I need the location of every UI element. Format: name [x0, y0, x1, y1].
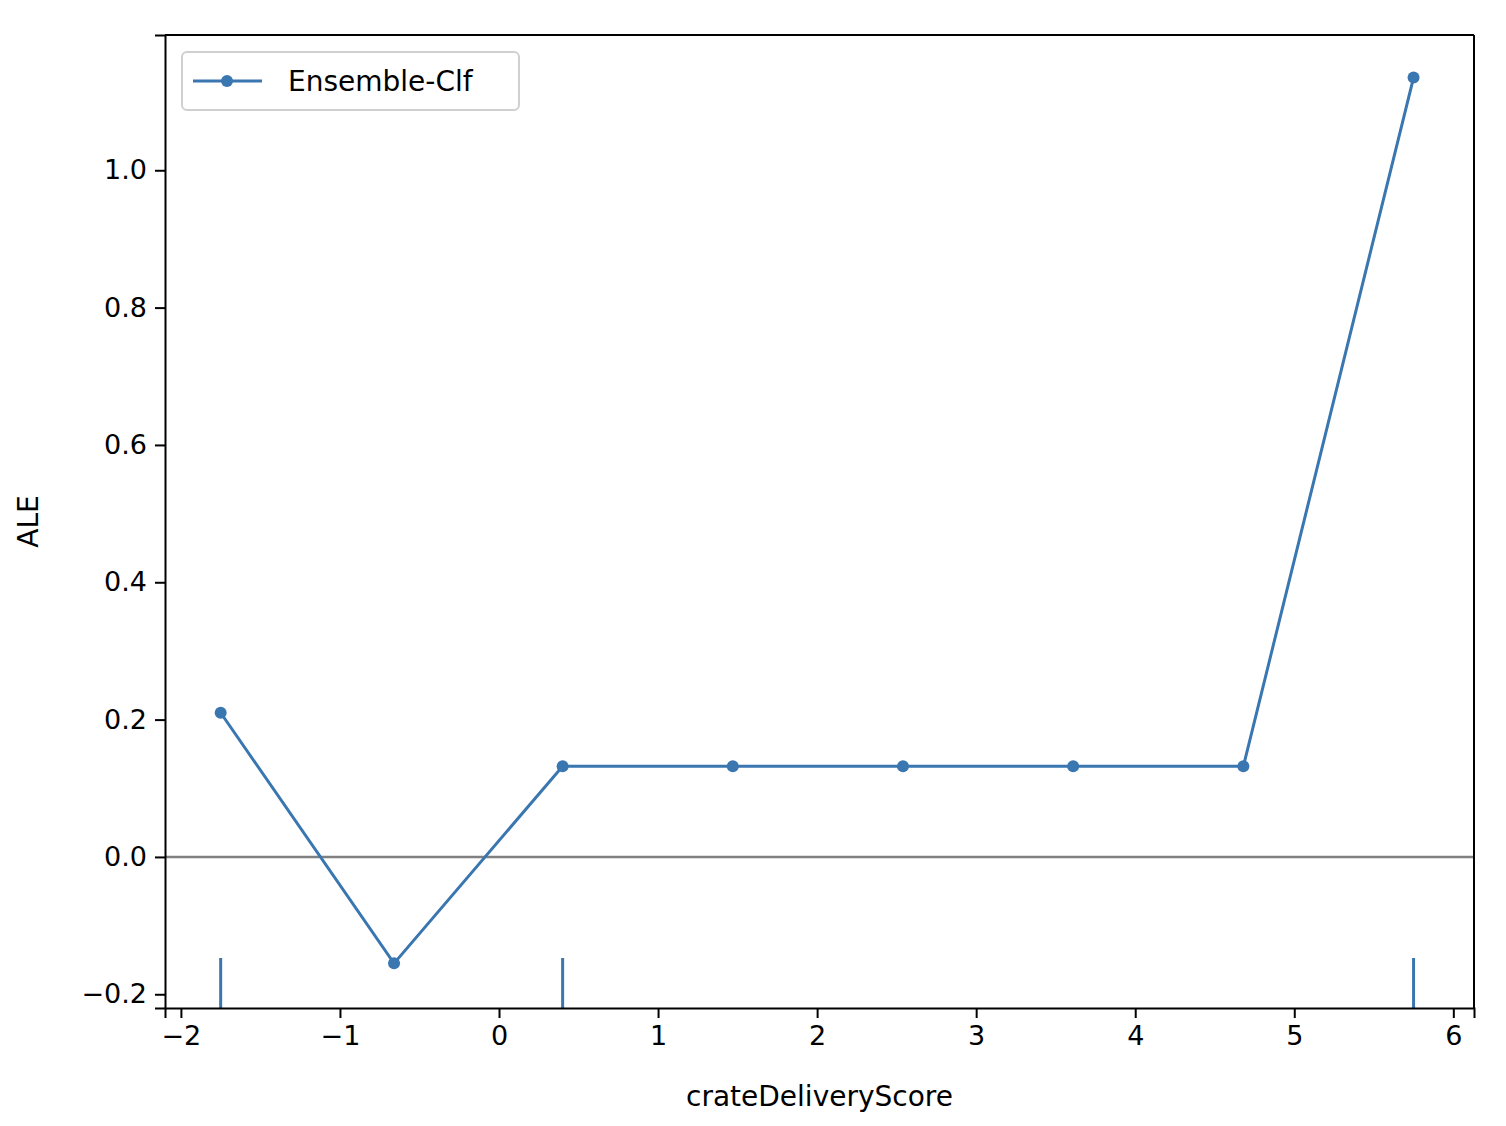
tick-mark [817, 1008, 819, 1018]
tick: 2 [809, 1008, 826, 1051]
plot-area [165, 72, 1474, 1008]
chart: −2 −1 0 1 2 3 4 5 6 −0.2 0.0 0.2 0.4 0.6 0.8 1.0 crateDe… [0, 0, 1506, 1126]
tick: −1 [321, 1008, 361, 1051]
series-line [221, 78, 1414, 964]
tick-mark [499, 1008, 501, 1018]
legend-box [182, 52, 519, 110]
axis-line [155, 36, 166, 1009]
tick: 0.4 [104, 566, 165, 597]
rug-tick [1412, 958, 1415, 1008]
rug-tick [561, 958, 564, 1008]
tick-mark [155, 994, 165, 996]
tick: 0.8 [104, 292, 165, 323]
tick-label: 5 [1286, 1020, 1303, 1051]
tick-mark [155, 856, 165, 858]
x-axis: −2 −1 0 1 2 3 4 5 6 [161, 1008, 1474, 1051]
point [1408, 72, 1420, 84]
tick: 0.6 [104, 429, 165, 460]
tick-mark [155, 719, 165, 721]
tick: 0.0 [104, 841, 165, 872]
point [215, 707, 227, 719]
tick: 1 [650, 1008, 667, 1051]
tick-label: 4 [1127, 1020, 1144, 1051]
tick-label: −1 [321, 1020, 361, 1051]
x-axis-title: crateDeliveryScore [686, 1080, 953, 1113]
tick-mark [155, 582, 165, 584]
tick: −2 [161, 1008, 201, 1051]
tick-label: 2 [809, 1020, 826, 1051]
tick-mark [155, 307, 165, 309]
tick-label: 0.6 [104, 429, 147, 460]
tick-label: −0.2 [81, 978, 147, 1009]
tick-mark [1453, 1008, 1455, 1018]
y-axis-title: ALE [12, 495, 45, 547]
frame [1473, 35, 1475, 1008]
tick-mark [155, 170, 165, 172]
tick-mark [658, 1008, 660, 1018]
point [557, 760, 569, 772]
tick-label: 0.0 [104, 841, 147, 872]
tick: 0.2 [104, 704, 165, 735]
tick-label: 6 [1445, 1020, 1462, 1051]
tick-mark [976, 1008, 978, 1018]
frame [165, 34, 1474, 36]
legend: Ensemble-Clf [182, 52, 519, 110]
point [388, 957, 400, 969]
point [1237, 760, 1249, 772]
tick-label: 3 [968, 1020, 985, 1051]
y-axis: −0.2 0.0 0.2 0.4 0.6 0.8 1.0 [81, 36, 165, 1010]
rug-tick [219, 958, 222, 1008]
tick: 0 [491, 1008, 508, 1051]
tick-label: 0.2 [104, 704, 147, 735]
point [1067, 760, 1079, 772]
tick: 1.0 [104, 154, 165, 185]
tick: 6 [1445, 1008, 1462, 1051]
legend-label: Ensemble-Clf [288, 65, 474, 98]
tick: 5 [1286, 1008, 1303, 1051]
tick-label: 0.8 [104, 292, 147, 323]
reference-line [165, 856, 1474, 859]
point [727, 760, 739, 772]
tick-mark [155, 444, 165, 446]
tick-label: 1 [650, 1020, 667, 1051]
tick-mark [1294, 1008, 1296, 1018]
tick-mark [1135, 1008, 1137, 1018]
tick: −0.2 [81, 978, 165, 1009]
point [897, 760, 909, 772]
tick-label: −2 [161, 1020, 201, 1051]
tick-mark [180, 1008, 182, 1018]
tick: 4 [1127, 1008, 1144, 1051]
tick-mark [339, 1008, 341, 1018]
axis-line [166, 1009, 1475, 1019]
legend-marker [221, 75, 233, 87]
tick-label: 0.4 [104, 566, 147, 597]
tick-label: 1.0 [104, 154, 147, 185]
tick-label: 0 [491, 1020, 508, 1051]
tick: 3 [968, 1008, 985, 1051]
